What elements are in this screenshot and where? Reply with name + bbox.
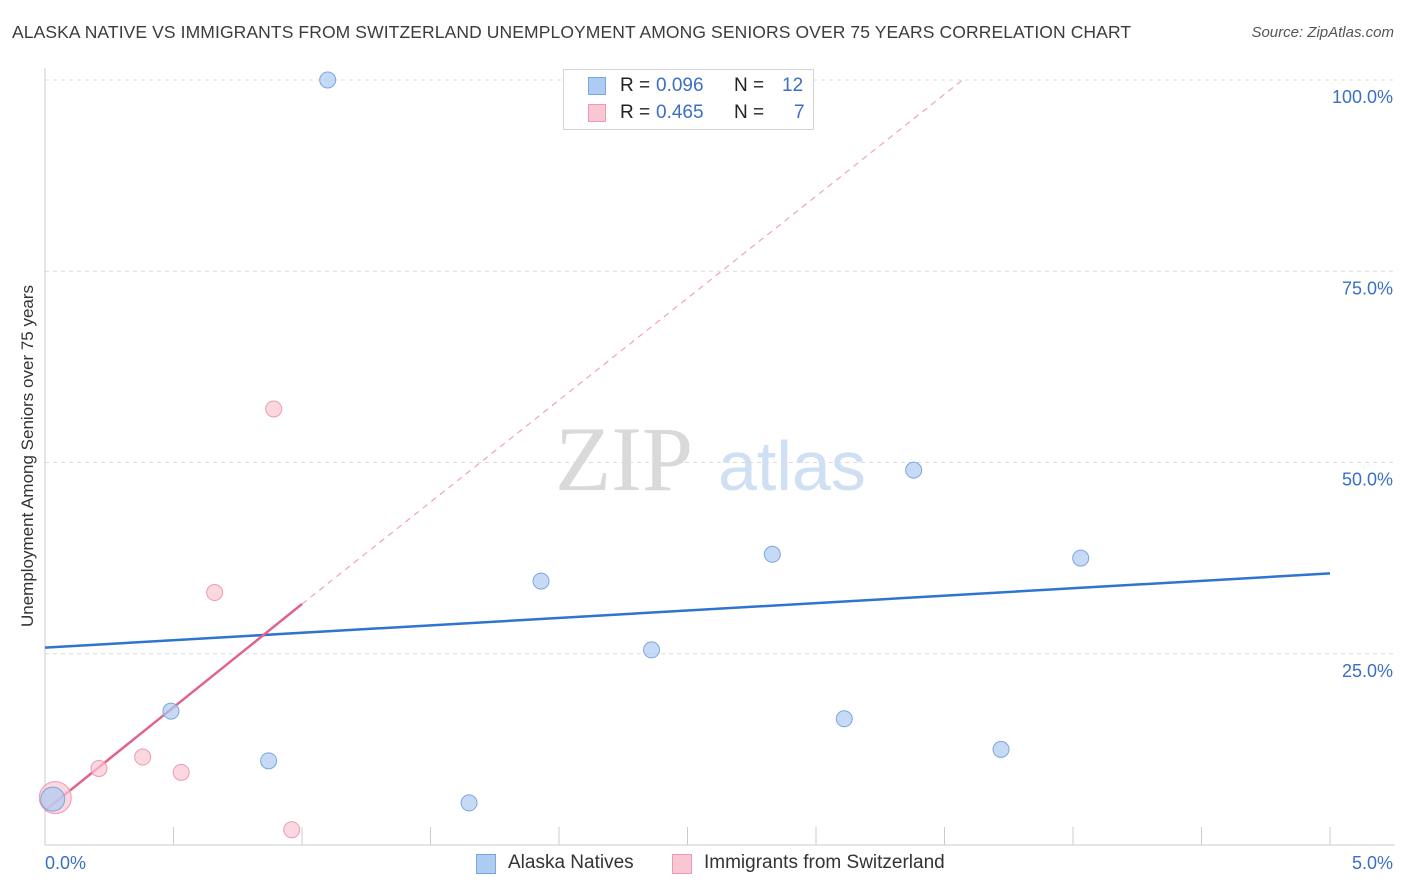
watermark-atlas: atlas <box>718 427 866 505</box>
alaska-natives-swatch <box>588 77 606 95</box>
data-point <box>319 71 337 89</box>
alaska-natives-swatch <box>476 854 496 874</box>
r-value: 0.096 <box>656 75 704 96</box>
axes <box>44 68 1395 846</box>
data-point <box>162 702 180 720</box>
immigrants-switzerland-swatch <box>672 854 692 874</box>
x-tick-label: 5.0% <box>1352 853 1393 873</box>
data-point <box>763 545 781 563</box>
correlation-legend: R = 0.096 N = 12 R = 0.465 N = 7 <box>563 69 814 130</box>
r-label: R = <box>620 102 651 123</box>
watermark: ZIP atlas <box>555 408 866 510</box>
data-point <box>1072 549 1090 567</box>
data-point <box>260 752 278 770</box>
n-label: N = <box>734 75 765 96</box>
r-value: 0.465 <box>656 102 704 123</box>
data-point <box>90 760 108 777</box>
data-point <box>643 641 661 659</box>
x-tick-label: 0.0% <box>45 853 86 873</box>
data-point <box>835 710 853 728</box>
legend-label: Immigrants from Switzerland <box>704 852 945 873</box>
data-point <box>905 461 923 479</box>
y-tick-label: 75.0% <box>1342 278 1393 298</box>
y-tick-label: 50.0% <box>1342 470 1393 490</box>
y-tick-label: 100.0% <box>1332 87 1393 107</box>
watermark-zip: ZIP <box>555 408 693 510</box>
data-point <box>40 786 66 812</box>
data-point <box>134 748 152 766</box>
data-point <box>460 794 478 812</box>
trend-extension-1 <box>301 79 963 605</box>
data-point <box>532 572 550 590</box>
n-label: N = <box>734 102 765 123</box>
axis-labels: 25.0% 50.0% 75.0% 100.0% 0.0% 5.0% Unemploymen… <box>18 87 1393 873</box>
trend-line-0 <box>44 572 1331 649</box>
source-label: Source: ZipAtlas.com <box>1251 24 1394 41</box>
data-point <box>283 821 301 839</box>
r-label: R = <box>620 75 651 96</box>
n-value: 7 <box>794 102 805 123</box>
n-value: 12 <box>782 75 804 96</box>
data-point <box>265 400 283 418</box>
immigrants-switzerland-swatch <box>588 104 606 122</box>
data-point <box>992 740 1010 758</box>
chart-title: ALASKA NATIVE VS IMMIGRANTS FROM SWITZER… <box>12 22 1132 42</box>
y-tick-label: 25.0% <box>1342 661 1393 681</box>
gridlines <box>45 79 1395 655</box>
legend-label: Alaska Natives <box>508 852 634 873</box>
data-point <box>172 763 190 781</box>
data-point <box>206 584 224 602</box>
data-points <box>38 71 1090 839</box>
y-axis-label: Unemployment Among Seniors over 75 years <box>18 285 37 627</box>
